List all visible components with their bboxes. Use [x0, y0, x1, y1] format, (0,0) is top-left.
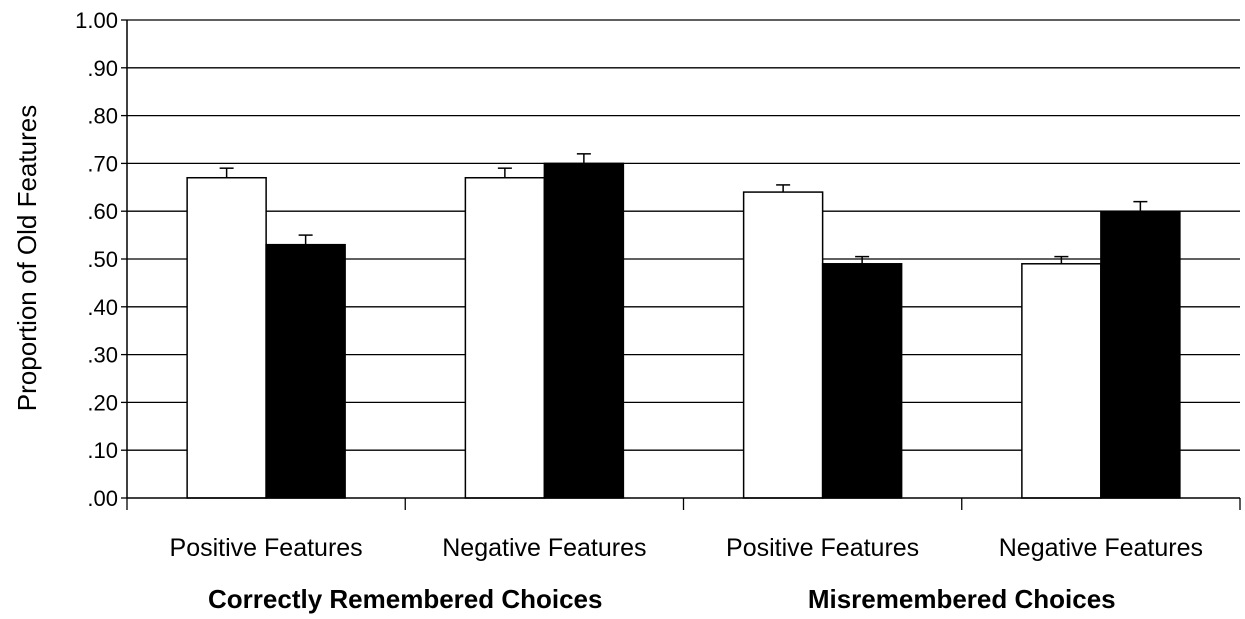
category-label: Negative Features	[999, 534, 1203, 562]
group-labels: Correctly Remembered Choices Misremembere…	[208, 584, 1116, 614]
category-label: Positive Features	[726, 534, 919, 562]
y-axis-title: Proportion of Old Features	[12, 105, 42, 411]
y-tick-label: .40	[87, 295, 118, 320]
category-label: Negative Features	[442, 534, 646, 562]
bar	[464, 176, 546, 499]
y-tick-label: .10	[87, 438, 118, 463]
y-tick-label: .20	[87, 390, 118, 415]
y-tick-label: .90	[87, 56, 118, 81]
bar	[742, 191, 824, 499]
bars	[186, 153, 1181, 499]
bar	[186, 176, 267, 499]
y-tick-label: .60	[87, 199, 118, 224]
bar	[543, 162, 625, 499]
category-labels: Positive Features Negative Features Positi…	[170, 534, 1203, 562]
bar	[1021, 263, 1102, 499]
y-tick-label: .50	[87, 247, 118, 272]
group-label: Correctly Remembered Choices	[208, 584, 602, 614]
bar	[1100, 210, 1181, 499]
axes	[121, 19, 1241, 510]
y-tick-label: .80	[87, 104, 118, 129]
y-tick-label: .00	[87, 486, 118, 511]
bar	[265, 243, 346, 499]
y-tick-label: .30	[87, 343, 118, 368]
group-label: Misremembered Choices	[808, 584, 1116, 614]
y-tick-label: 1.00	[75, 8, 118, 33]
y-tick-label: .70	[87, 151, 118, 176]
y-tick-labels: .00 .10 .20 .30 .40 .50 .60 .70 .80 .90 1.00	[75, 8, 118, 511]
category-label: Positive Features	[170, 534, 363, 562]
bar	[821, 263, 903, 499]
